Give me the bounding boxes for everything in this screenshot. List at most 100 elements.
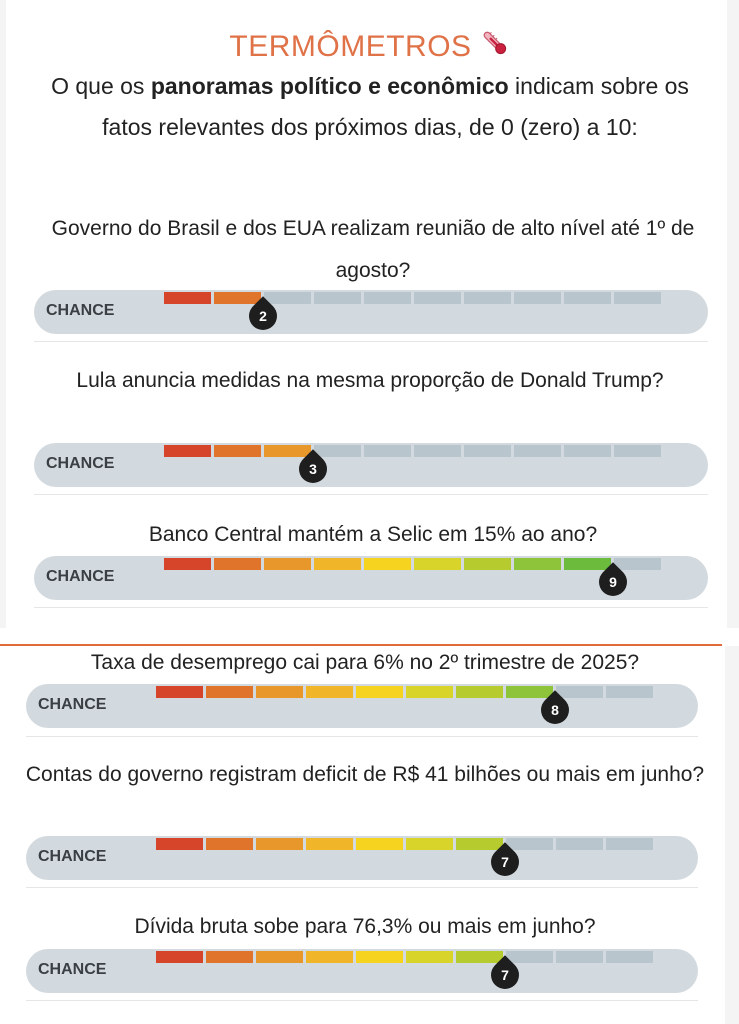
meter-segment [206, 838, 253, 850]
meter-segment [506, 838, 553, 850]
value-number: 3 [308, 461, 317, 477]
intro-text: O que os panoramas político e econômico … [51, 73, 689, 140]
screenshot-edge-right-lower [725, 646, 739, 1024]
row-separator [26, 736, 698, 737]
chance-meter: CHANCE 2 [34, 290, 708, 336]
meter-segment [614, 445, 661, 457]
meter-segment [506, 951, 553, 963]
value-number: 7 [500, 967, 509, 983]
chance-label: CHANCE [46, 302, 115, 319]
page-title: TERMÔMETROS [0, 28, 739, 66]
meter-segment [306, 686, 353, 698]
chance-label: CHANCE [38, 848, 107, 865]
meter-segment [156, 686, 203, 698]
chance-label: CHANCE [38, 961, 107, 978]
meter-segment [556, 951, 603, 963]
meter-segment [256, 951, 303, 963]
meter-segment [556, 838, 603, 850]
meter-segment [406, 686, 453, 698]
meter-segment [614, 558, 661, 570]
screenshot-edge-left [0, 0, 6, 628]
meter-segment [156, 951, 203, 963]
meter-segment [564, 445, 611, 457]
meter-segment [406, 951, 453, 963]
value-marker: 7 [484, 955, 525, 995]
meter-segment [356, 686, 403, 698]
meter-segment [264, 558, 311, 570]
meter-segment [456, 838, 503, 850]
value-marker: 9 [592, 562, 633, 602]
intro-bold: panoramas político e econômico [150, 73, 509, 99]
meter-segment [156, 838, 203, 850]
meter-segment [414, 445, 461, 457]
meter-segments [156, 838, 653, 850]
meter-segment [564, 558, 611, 570]
meter-segment [306, 951, 353, 963]
meter-segment [606, 686, 653, 698]
meter-segments [164, 558, 661, 570]
meter-segments [164, 292, 661, 304]
meter-segments [156, 951, 653, 963]
meter-segment [364, 558, 411, 570]
meter-segment [314, 292, 361, 304]
question-text: Taxa de desemprego cai para 6% no 2º tri… [90, 651, 640, 674]
chance-label: CHANCE [38, 696, 107, 713]
meter-segment [514, 292, 561, 304]
meter-segment [514, 558, 561, 570]
meter-segment [206, 951, 253, 963]
meter-segment [414, 292, 461, 304]
meter-segment [464, 292, 511, 304]
meter-segment [206, 686, 253, 698]
meter-segment [414, 558, 461, 570]
meter-segment [306, 838, 353, 850]
question-text: Banco Central mantém a Selic em 15% ao a… [148, 523, 598, 546]
meter-segment [164, 445, 211, 457]
chance-meter: CHANCE 8 [26, 684, 698, 730]
row-separator [34, 607, 708, 608]
value-marker: 2 [242, 296, 283, 336]
meter-segment [214, 445, 261, 457]
meter-segments [156, 686, 653, 698]
question-text: Lula anuncia medidas na mesma proporção … [76, 369, 664, 392]
row-separator [34, 341, 708, 342]
meter-segment [264, 292, 311, 304]
meter-segment [464, 558, 511, 570]
row-separator [26, 1000, 698, 1001]
meter-segment [506, 686, 553, 698]
chance-meter: CHANCE 3 [34, 443, 708, 489]
meter-segment [214, 292, 261, 304]
meter-segment [606, 838, 653, 850]
value-marker: 3 [292, 449, 333, 489]
question-text: Governo do Brasil e dos EUA realizam reu… [51, 217, 695, 282]
meter-segment [606, 951, 653, 963]
value-number: 8 [550, 702, 559, 718]
row-separator [26, 887, 698, 888]
row-separator [34, 494, 708, 495]
meter-segment [314, 445, 361, 457]
screenshot-edge-right [727, 0, 739, 628]
title-text: TERMÔMETROS [229, 30, 472, 63]
meter-segment [256, 686, 303, 698]
meter-segment [256, 838, 303, 850]
meter-segment [314, 558, 361, 570]
chance-label: CHANCE [46, 568, 115, 585]
meter-segment [464, 445, 511, 457]
meter-segment [564, 292, 611, 304]
value-number: 7 [500, 854, 509, 870]
value-number: 2 [258, 308, 267, 324]
question-text: Contas do governo registram deficit de R… [25, 763, 705, 786]
meter-segment [356, 838, 403, 850]
meter-segment [364, 445, 411, 457]
meter-segment [164, 292, 211, 304]
value-marker: 7 [484, 842, 525, 882]
question-text: Dívida bruta sobe para 76,3% ou mais em … [134, 915, 596, 938]
meter-segment [406, 838, 453, 850]
chance-meter: CHANCE 7 [26, 949, 698, 995]
meter-segment [514, 445, 561, 457]
chance-meter: CHANCE 7 [26, 836, 698, 882]
meter-segment [356, 951, 403, 963]
chance-label: CHANCE [46, 455, 115, 472]
meter-segment [214, 558, 261, 570]
meter-segment [456, 686, 503, 698]
